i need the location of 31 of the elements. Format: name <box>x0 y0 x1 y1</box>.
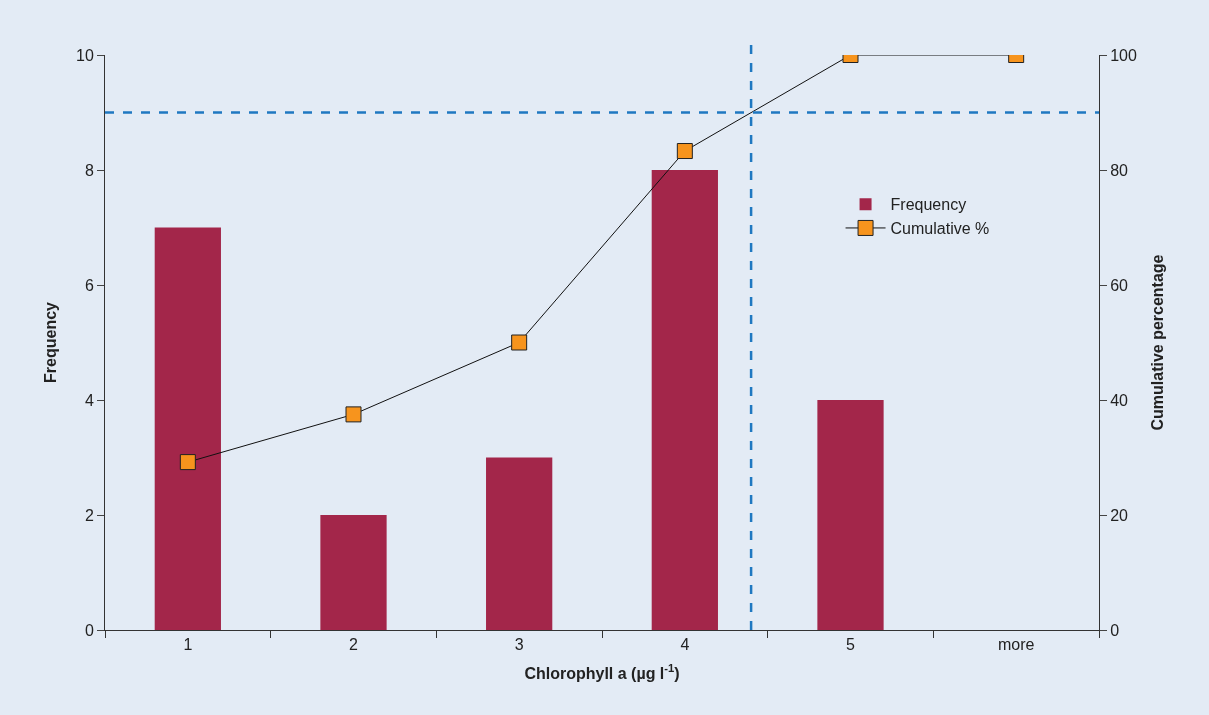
point <box>345 406 362 423</box>
y2-tick-label: 100 <box>1110 46 1137 64</box>
x-tick-label: 5 <box>846 636 856 654</box>
y2-tick-label: 60 <box>1110 276 1129 294</box>
y2-tick-label: 0 <box>1110 621 1120 639</box>
bar <box>651 170 718 630</box>
legend-label: Frequency <box>890 196 967 214</box>
y-axis-title: Frequency <box>41 301 59 383</box>
y-tick-label: 0 <box>84 621 94 639</box>
x-axis-title: Chlorophyll a (µg l$^{-1}$) <box>524 662 680 682</box>
point <box>511 334 528 351</box>
y-tick-label: 4 <box>84 391 94 409</box>
bar <box>320 515 387 630</box>
bar <box>154 227 221 630</box>
y2-tick-label: 20 <box>1110 506 1129 524</box>
y2-axis-title: Cumulative percentage <box>1148 254 1166 431</box>
y-tick-label: 8 <box>84 161 94 179</box>
y-tick-label: 10 <box>76 46 94 64</box>
x-tick-label: 1 <box>183 636 193 654</box>
y2-tick-label: 40 <box>1110 391 1129 409</box>
x-tick-label: more <box>997 636 1035 654</box>
x-tick-label: 2 <box>349 636 359 654</box>
x-tick-label: 4 <box>680 636 690 654</box>
legend-label: Cumulative % <box>890 220 990 238</box>
point <box>179 454 196 471</box>
x-tick-label: 3 <box>514 636 524 654</box>
y-tick-label: 6 <box>84 276 94 294</box>
bar <box>817 400 884 630</box>
y-tick-label: 2 <box>84 506 94 524</box>
y2-tick-label: 80 <box>1110 161 1129 179</box>
bar <box>486 457 553 630</box>
